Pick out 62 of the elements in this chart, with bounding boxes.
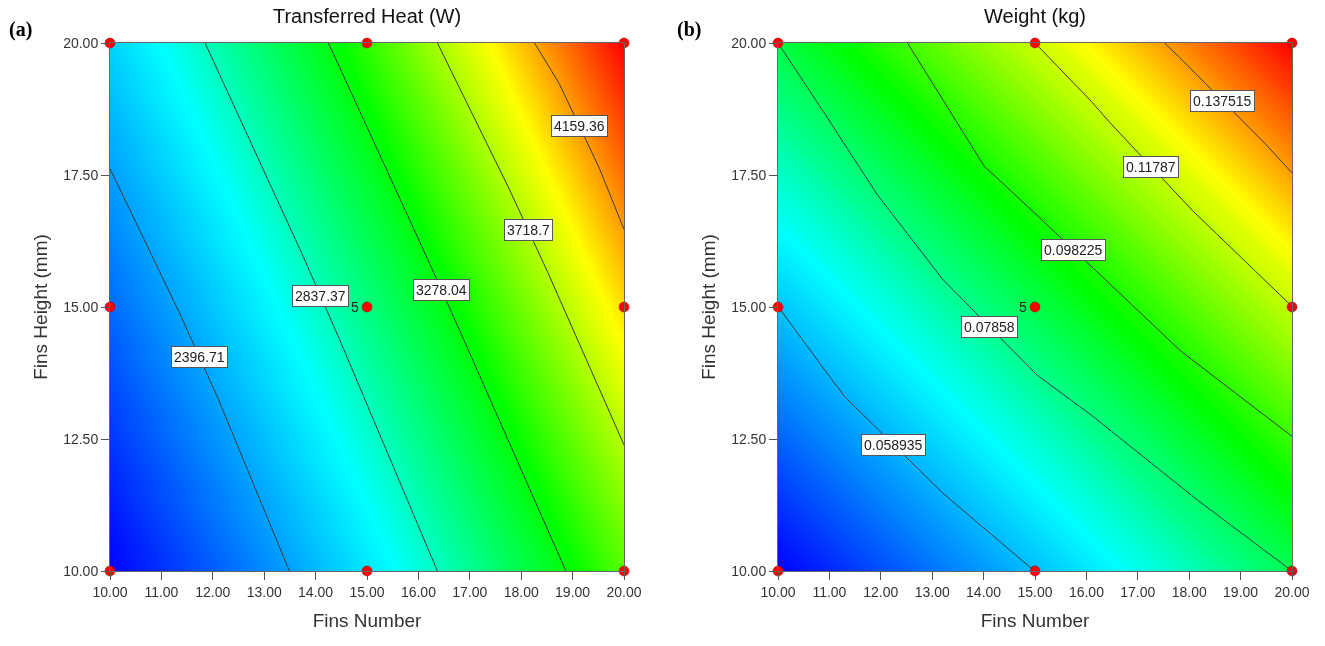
x-tick-label: 18.00: [503, 583, 539, 600]
x-tick-label: 19.00: [1223, 583, 1259, 600]
x-tick-label: 10.00: [92, 583, 128, 600]
text: (a): [9, 18, 33, 41]
x-tick-label: 14.00: [298, 583, 334, 600]
y-axis-title: Fins Height (mm): [698, 234, 719, 380]
x-tick-label: 16.00: [1068, 583, 1105, 600]
annotation: 5: [351, 299, 359, 315]
series-label: 2837.37: [295, 288, 346, 304]
series-label: 0.137515: [1193, 93, 1252, 109]
y-tick-label: 15.00: [63, 298, 99, 315]
x-tick-label: 17.00: [452, 583, 488, 600]
y-tick-label: 20.00: [63, 34, 99, 51]
x-tick-label: 13.00: [246, 583, 282, 600]
x-tick-label: 12.00: [195, 583, 231, 600]
y-tick-label: 17.50: [731, 166, 767, 183]
point: [1286, 301, 1298, 313]
x-tick-label: 20.00: [1274, 583, 1310, 600]
line-series: [110, 168, 290, 571]
point: [618, 37, 630, 49]
x-tick-label: 15.00: [1017, 583, 1053, 600]
annotation: 5: [1019, 299, 1027, 315]
x-tick-label: 19.00: [555, 583, 591, 600]
point: [1286, 37, 1298, 49]
series-label: 3718.7: [507, 222, 551, 238]
point: [361, 37, 373, 49]
point: [1029, 37, 1041, 49]
x-tick-label: 13.00: [914, 583, 950, 600]
point: [1029, 301, 1041, 313]
chart-title: Weight (kg): [984, 4, 1086, 27]
x-axis-title: Fins Number: [312, 609, 423, 631]
x-axis-title: Fins Number: [980, 609, 1091, 631]
x-tick-label: 11.00: [812, 583, 847, 600]
x-tick-label: 16.00: [400, 583, 437, 600]
line-series: [907, 43, 1292, 437]
series-label: 0.058935: [864, 437, 923, 453]
series-label: 0.07858: [964, 319, 1015, 335]
x-tick-label: 12.00: [863, 583, 899, 600]
point: [618, 301, 630, 313]
y-tick-label: 20.00: [731, 34, 767, 51]
y-tick-label: 10.00: [731, 562, 767, 579]
series-label: 3278.04: [416, 282, 467, 298]
series-label: 0.11787: [1126, 159, 1176, 175]
point: [361, 301, 373, 313]
series-label: 4159.36: [554, 118, 605, 134]
x-tick-label: 18.00: [1171, 583, 1207, 600]
chart-title: Transferred Heat (W): [272, 4, 462, 27]
x-tick-label: 14.00: [966, 583, 1002, 600]
x-tick-label: 15.00: [349, 583, 385, 600]
x-tick-label: 11.00: [144, 583, 179, 600]
y-tick-label: 15.00: [731, 298, 767, 315]
x-tick-label: 20.00: [606, 583, 642, 600]
series-label: 0.098225: [1044, 242, 1103, 258]
y-tick-label: 12.50: [63, 430, 99, 447]
x-tick-label: 10.00: [760, 583, 796, 600]
y-tick-label: 17.50: [63, 166, 99, 183]
text: (b): [677, 18, 702, 41]
y-axis-title: Fins Height (mm): [30, 234, 51, 380]
y-tick-label: 10.00: [63, 562, 99, 579]
series-label: 2396.71: [174, 349, 225, 365]
x-tick-label: 17.00: [1120, 583, 1156, 600]
y-tick-label: 12.50: [731, 430, 767, 447]
